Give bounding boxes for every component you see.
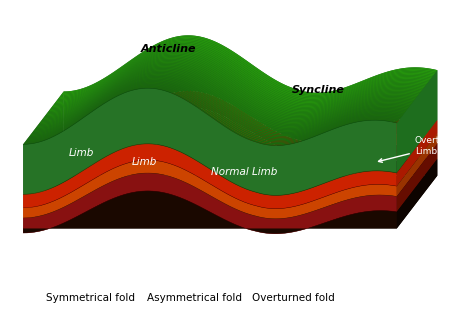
Polygon shape (53, 49, 427, 107)
Polygon shape (60, 39, 434, 98)
Polygon shape (63, 35, 438, 94)
Polygon shape (23, 155, 64, 218)
Polygon shape (23, 165, 64, 233)
Polygon shape (46, 56, 421, 115)
Polygon shape (55, 45, 430, 103)
Polygon shape (397, 133, 438, 197)
Polygon shape (36, 70, 411, 129)
Polygon shape (23, 176, 438, 228)
Polygon shape (23, 160, 397, 219)
Text: Anticline: Anticline (140, 43, 196, 54)
Polygon shape (397, 159, 438, 228)
Polygon shape (64, 120, 438, 181)
Polygon shape (397, 70, 438, 173)
Polygon shape (397, 120, 438, 186)
Polygon shape (33, 74, 408, 132)
Polygon shape (47, 55, 422, 114)
Polygon shape (32, 75, 407, 134)
Polygon shape (64, 91, 438, 156)
Polygon shape (23, 176, 64, 233)
Polygon shape (49, 53, 424, 111)
Polygon shape (28, 80, 403, 139)
Polygon shape (23, 173, 397, 234)
Polygon shape (55, 46, 429, 105)
Polygon shape (23, 141, 64, 208)
Polygon shape (37, 68, 412, 127)
Text: Asymmetrical fold: Asymmetrical fold (147, 293, 242, 303)
Polygon shape (34, 72, 409, 131)
Polygon shape (40, 64, 415, 123)
Polygon shape (23, 191, 397, 234)
Polygon shape (64, 138, 438, 181)
Polygon shape (23, 88, 397, 195)
Polygon shape (27, 82, 402, 140)
Polygon shape (56, 43, 431, 102)
Polygon shape (54, 47, 428, 106)
Polygon shape (23, 91, 64, 194)
Polygon shape (64, 35, 438, 143)
Polygon shape (31, 76, 406, 135)
Text: Limb: Limb (69, 147, 94, 158)
Polygon shape (52, 50, 426, 109)
Polygon shape (44, 60, 418, 119)
Polygon shape (30, 77, 405, 136)
Polygon shape (397, 144, 438, 212)
Polygon shape (64, 107, 438, 166)
Polygon shape (36, 71, 410, 130)
Text: Normal Limb: Normal Limb (210, 167, 277, 177)
Polygon shape (43, 62, 417, 120)
Polygon shape (58, 42, 432, 101)
Text: Overturned fold: Overturned fold (252, 293, 335, 303)
Polygon shape (25, 84, 400, 143)
Text: Limb: Limb (132, 158, 157, 168)
Polygon shape (26, 83, 401, 142)
Polygon shape (59, 41, 433, 99)
Text: Overturned
Limb: Overturned Limb (379, 136, 467, 162)
Polygon shape (41, 63, 416, 122)
Text: Syncline: Syncline (292, 85, 344, 95)
Polygon shape (62, 37, 436, 95)
Polygon shape (46, 58, 420, 117)
Text: Symmetrical fold: Symmetrical fold (46, 293, 135, 303)
Polygon shape (61, 38, 435, 97)
Polygon shape (23, 144, 397, 209)
Polygon shape (39, 66, 414, 124)
Polygon shape (45, 59, 419, 118)
Polygon shape (38, 67, 413, 126)
Polygon shape (24, 86, 399, 144)
Polygon shape (23, 87, 398, 146)
Polygon shape (48, 54, 423, 112)
Polygon shape (29, 79, 404, 138)
Polygon shape (51, 51, 425, 110)
